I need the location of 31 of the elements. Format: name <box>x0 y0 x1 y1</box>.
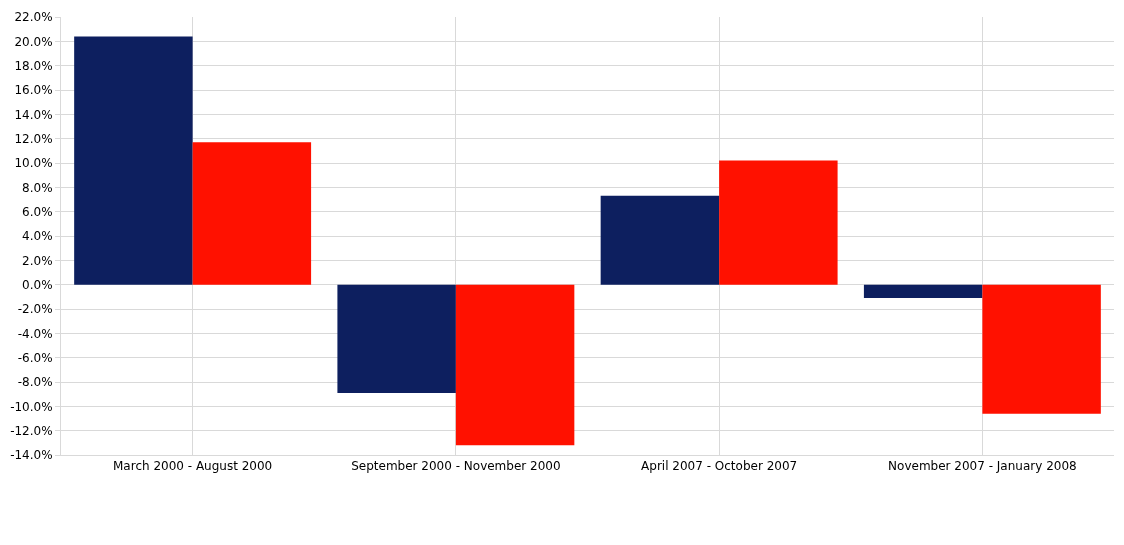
y-tick-label: -2.0% <box>17 302 53 317</box>
bar <box>192 142 312 285</box>
bar <box>337 284 456 393</box>
bar <box>719 160 838 285</box>
y-tick-label: 20.0% <box>14 34 53 49</box>
y-tick-label: 10.0% <box>14 156 53 171</box>
x-tick-label: September 2000 - November 2000 <box>351 459 561 474</box>
bar <box>455 284 575 446</box>
y-tick-label: 16.0% <box>14 83 53 98</box>
y-tick-label: -4.0% <box>17 326 53 341</box>
bar <box>982 284 1101 414</box>
y-tick-label: 0.0% <box>22 277 53 292</box>
y-tick-label: 22.0% <box>14 10 53 25</box>
bar <box>74 36 193 285</box>
y-tick-label: 4.0% <box>22 229 53 244</box>
y-tick-label: 18.0% <box>14 58 53 73</box>
y-tick-label: 12.0% <box>14 131 53 146</box>
y-tick-label: -6.0% <box>17 350 53 365</box>
x-tick-label: April 2007 - October 2007 <box>641 459 798 474</box>
y-tick-label: 2.0% <box>22 253 53 268</box>
y-tick-label: -10.0% <box>10 399 53 414</box>
y-tick-label: 14.0% <box>14 107 53 122</box>
y-tick-label: -12.0% <box>10 423 53 438</box>
x-tick-label: March 2000 - August 2000 <box>113 459 273 474</box>
x-tick-label: November 2007 - January 2008 <box>888 459 1077 474</box>
y-tick-label: -8.0% <box>17 375 53 390</box>
bar <box>863 284 983 299</box>
y-tick-label: 6.0% <box>22 204 53 219</box>
bar <box>600 195 720 285</box>
y-tick-label: 8.0% <box>22 180 53 195</box>
y-tick-label: -14.0% <box>10 448 53 463</box>
